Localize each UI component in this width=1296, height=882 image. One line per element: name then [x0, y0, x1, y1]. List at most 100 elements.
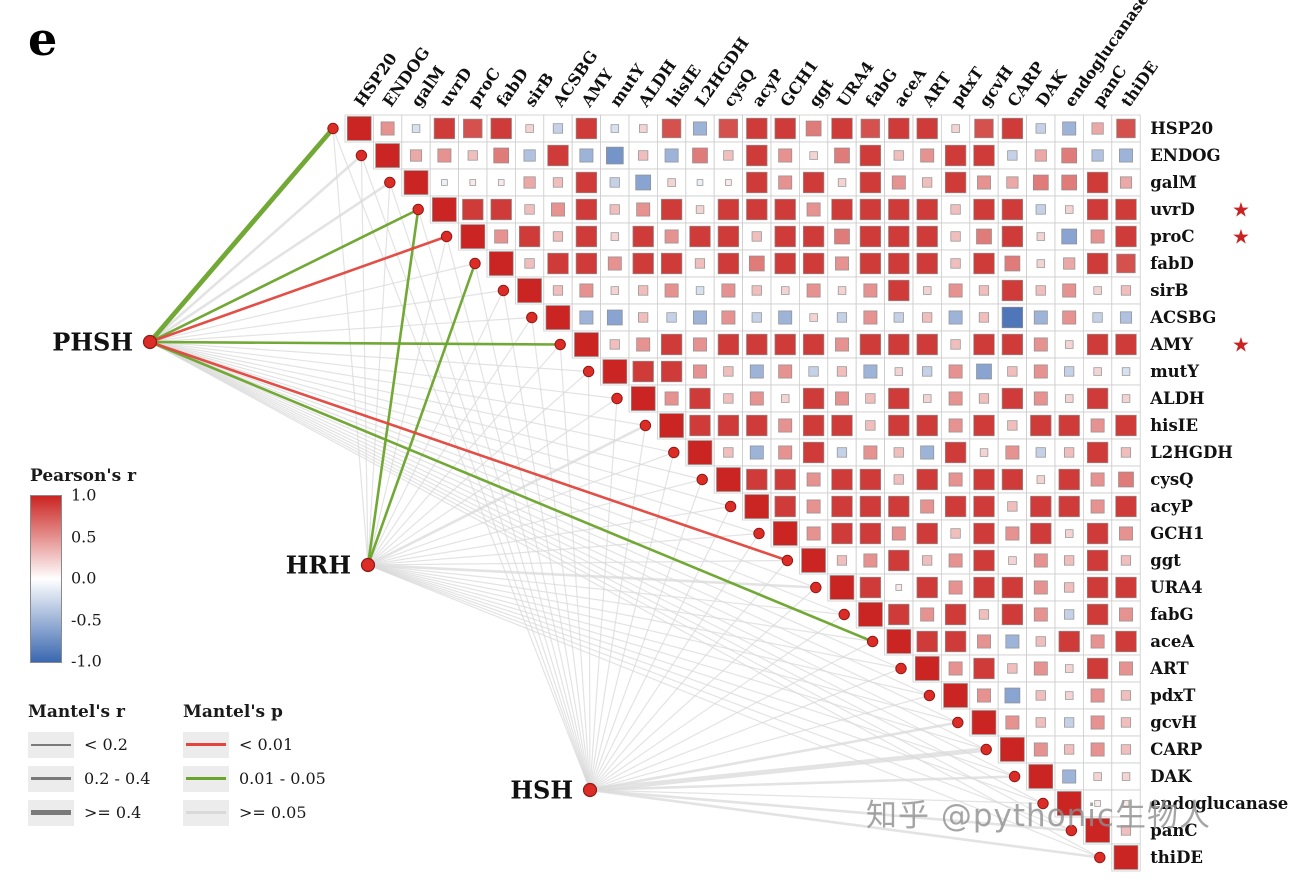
- heatmap-cell: [660, 252, 683, 275]
- mantel-link: [366, 262, 477, 567]
- heatmap-cell: [746, 117, 768, 140]
- heatmap-cell: [746, 468, 768, 491]
- heatmap-cell: [1120, 825, 1132, 836]
- heatmap-cell: [523, 176, 536, 189]
- heatmap-cell-bg: [600, 330, 630, 359]
- heatmap-cell: [922, 366, 933, 377]
- right-gene-label: aceA: [1150, 632, 1194, 651]
- heatmap-cell: [1093, 772, 1102, 781]
- heatmap-cell: [948, 580, 963, 595]
- heatmap-cell: [865, 393, 876, 404]
- hub-node: [360, 557, 376, 573]
- hub-label: HSH: [510, 776, 573, 805]
- mantel-link: [149, 341, 902, 670]
- heatmap-cell: [1115, 198, 1137, 221]
- mantel-link: [367, 532, 760, 566]
- heatmap-cell: [1116, 118, 1136, 139]
- heatmap-cell: [666, 312, 677, 323]
- mantel-link: [367, 181, 391, 566]
- heatmap-cell: [781, 394, 790, 403]
- diagonal-node: [980, 743, 992, 756]
- heatmap-cell: [916, 117, 938, 140]
- heatmap-cell: [802, 387, 825, 410]
- heatmap-cell: [693, 364, 707, 379]
- heatmap-cell: [948, 472, 963, 487]
- heatmap-cell: [774, 468, 796, 491]
- mantel-links: [147, 126, 1102, 859]
- mantel-link: [559, 343, 591, 791]
- heatmap-cell: [1058, 630, 1080, 653]
- heatmap-cell: [973, 576, 995, 599]
- heatmap-cell: [723, 366, 734, 377]
- pearson-gradient: 1.0 0.5 0.0 -0.5 -1.0: [30, 486, 136, 671]
- legend-key-sample: [183, 765, 229, 792]
- heatmap-cell: [1093, 286, 1102, 295]
- hub-node: [582, 782, 598, 798]
- heatmap-cell: [973, 144, 995, 167]
- pearson-tick: 0.0: [71, 568, 97, 588]
- heatmap-cell: [774, 117, 796, 140]
- heatmap-cell: [979, 448, 989, 457]
- mantel-link: [367, 564, 845, 616]
- heatmap-cell: [858, 602, 883, 627]
- heatmap-cell: [1007, 420, 1018, 431]
- heatmap-cell: [886, 629, 912, 654]
- heatmap-cell: [802, 333, 825, 356]
- mantel-r-legend-items: < 0.2 0.2 - 0.4 >= 0.4: [28, 731, 150, 826]
- legend-key-sample: [28, 765, 74, 792]
- legend-key-row: >= 0.05: [183, 799, 326, 826]
- heatmap-cell: [774, 333, 796, 356]
- heatmap-cell: [806, 283, 821, 298]
- heatmap-cell: [1036, 232, 1046, 241]
- heatmap-cell: [1001, 306, 1024, 329]
- heatmap-cell: [888, 495, 910, 518]
- heatmap-cell: [1086, 576, 1109, 599]
- heatmap-cell: [1033, 607, 1048, 622]
- heatmap-cell: [1065, 529, 1074, 538]
- heatmap-cell: [579, 148, 594, 163]
- heatmap-cell: [1090, 472, 1105, 487]
- heatmap-cell: [1116, 253, 1136, 274]
- heatmap-cell: [718, 118, 739, 139]
- heatmap-cell: [1035, 447, 1046, 458]
- heatmap-cell: [552, 123, 564, 134]
- heatmap-cell: [545, 305, 571, 330]
- heatmap-cell: [888, 549, 910, 572]
- mantel-link: [149, 341, 1101, 859]
- heatmap-cell: [859, 468, 882, 491]
- heatmap-cell: [1033, 391, 1048, 406]
- heatmap-cell: [920, 148, 935, 163]
- heatmap-cell: [1007, 501, 1018, 512]
- significance-star: ★: [1232, 198, 1250, 222]
- hub-node: [142, 334, 158, 350]
- heatmap-cell: [525, 124, 534, 133]
- heatmap-cell: [606, 309, 623, 326]
- mantel-link: [148, 340, 562, 346]
- heatmap-cell: [772, 521, 798, 546]
- mantel-link: [589, 532, 760, 791]
- legend-key-row: >= 0.4: [28, 799, 150, 826]
- heatmap-cell: [976, 363, 992, 380]
- heatmap-cell-bg: [969, 357, 999, 386]
- legend-key-sample: [183, 799, 229, 826]
- heatmap-cell: [944, 144, 967, 167]
- mantel-p-legend-title: Mantel's p: [183, 702, 283, 722]
- heatmap-cell: [1090, 742, 1105, 757]
- heatmap-cell: [723, 150, 734, 161]
- right-gene-label: CARP: [1150, 740, 1202, 759]
- heatmap-cell: [948, 310, 963, 325]
- legend-key-sample: [28, 731, 74, 758]
- heatmap-cell: [1065, 691, 1074, 700]
- mantel-link: [589, 640, 874, 791]
- heatmap-cell: [547, 144, 569, 167]
- legend-key-row: < 0.2: [28, 731, 150, 758]
- heatmap-cell: [1086, 549, 1109, 572]
- diagonal-node: [1065, 824, 1078, 837]
- heatmap-cell: [575, 171, 598, 194]
- right-gene-label: acyP: [1150, 497, 1193, 516]
- right-gene-label: ALDH: [1149, 389, 1204, 408]
- heatmap-cell: [1064, 555, 1075, 566]
- heatmap-cell: [751, 231, 762, 242]
- heatmap-cell: [831, 468, 853, 491]
- mantel-link: [474, 262, 591, 791]
